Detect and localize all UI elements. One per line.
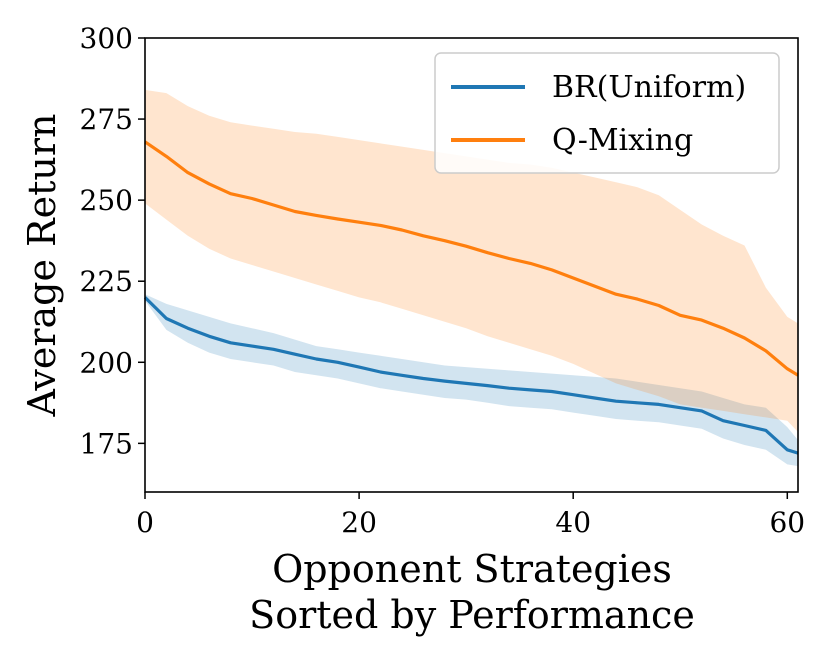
x-tick-label-0: 0 (136, 506, 154, 539)
x-axis-label-line-2: Sorted by Performance (249, 593, 695, 637)
plot-frame (144, 37, 799, 493)
series-lines (143, 140, 799, 455)
x-tick-label-60: 60 (769, 506, 805, 539)
band-br-uniform (145, 294, 798, 467)
y-tick-label-300: 300 (80, 22, 133, 55)
line-q-mixing (144, 140, 799, 377)
x-tick-label-40: 40 (555, 506, 591, 539)
legend-box (434, 52, 780, 174)
legend-label-br-uniform: BR(Uniform) (552, 70, 746, 105)
x-tick-label-20: 20 (341, 506, 377, 539)
y-tick-label-175: 175 (80, 427, 133, 460)
axis-ticks: 0 20 40 60 175 200 225 250 275 300 (80, 22, 806, 539)
y-tick-label-275: 275 (80, 103, 133, 136)
y-tick-label-225: 225 (80, 265, 133, 298)
y-tick-label-250: 250 (80, 184, 133, 217)
confidence-bands (145, 89, 798, 467)
y-axis-label: Average Return (20, 113, 64, 417)
legend-label-q-mixing: Q-Mixing (552, 123, 693, 158)
y-tick-label-200: 200 (80, 346, 133, 379)
band-q-mixing (145, 89, 798, 433)
line-br-uniform (143, 296, 799, 455)
x-axis-label-line-1: Opponent Strategies (272, 547, 672, 591)
legend: BR(Uniform) Q-Mixing (434, 52, 780, 174)
